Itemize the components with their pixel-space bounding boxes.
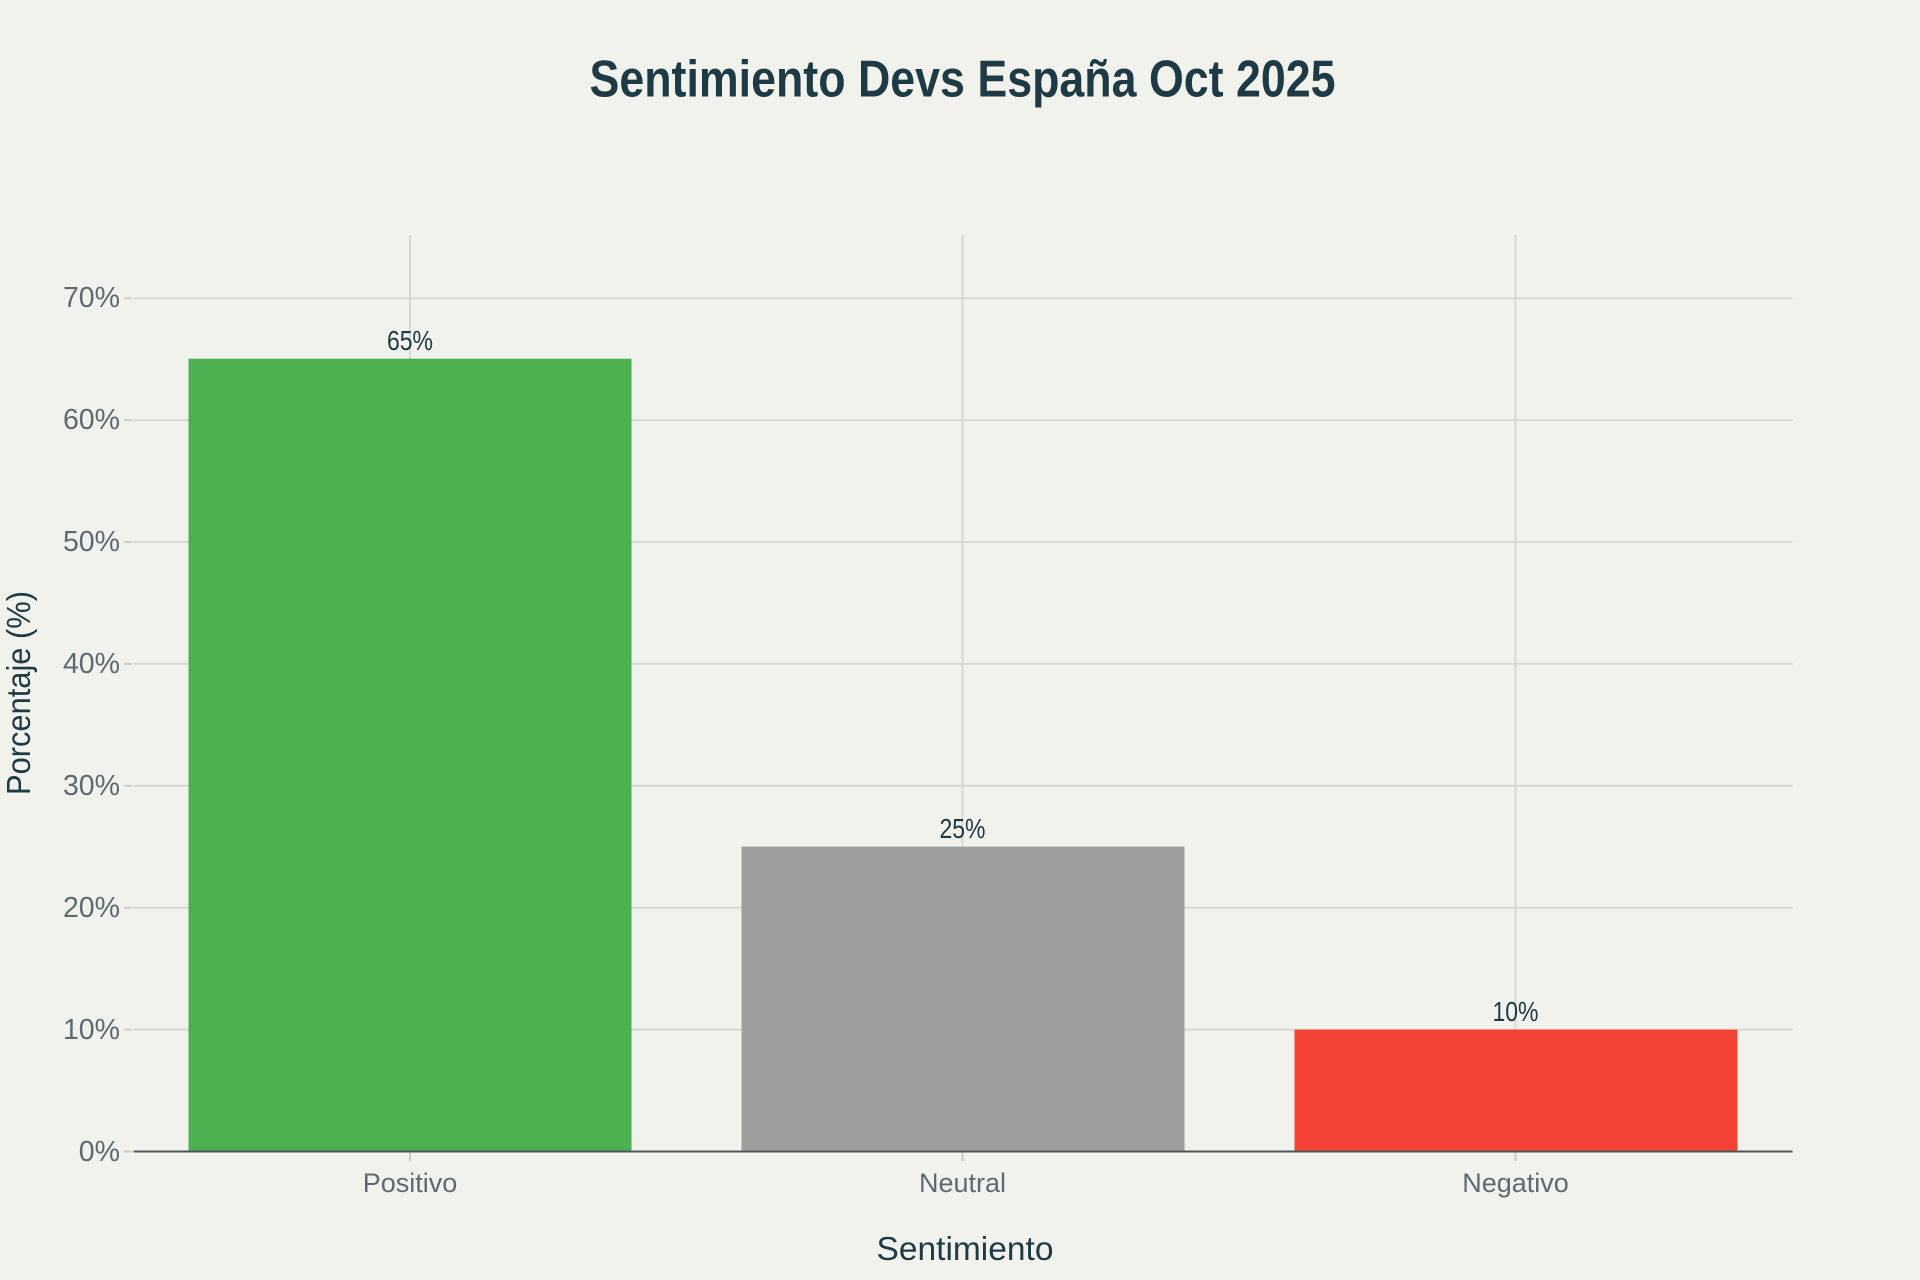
svg-text:60%: 60% [63,404,120,436]
svg-text:50%: 50% [63,526,120,558]
svg-text:Neutral: Neutral [919,1168,1006,1198]
svg-text:10%: 10% [1493,996,1539,1027]
svg-text:Positivo: Positivo [363,1168,458,1198]
svg-text:25%: 25% [940,813,986,844]
svg-text:30%: 30% [63,770,120,802]
svg-text:10%: 10% [63,1014,120,1046]
svg-text:Sentimiento: Sentimiento [877,1231,1054,1268]
svg-text:Sentimiento Devs España Oct 20: Sentimiento Devs España Oct 2025 [590,50,1336,108]
svg-text:Porcentaje (%): Porcentaje (%) [1,591,38,795]
svg-text:70%: 70% [63,282,120,314]
svg-text:0%: 0% [79,1136,120,1168]
svg-text:Negativo: Negativo [1462,1168,1569,1198]
svg-text:40%: 40% [63,648,120,680]
svg-text:65%: 65% [387,325,433,356]
svg-text:20%: 20% [63,892,120,924]
